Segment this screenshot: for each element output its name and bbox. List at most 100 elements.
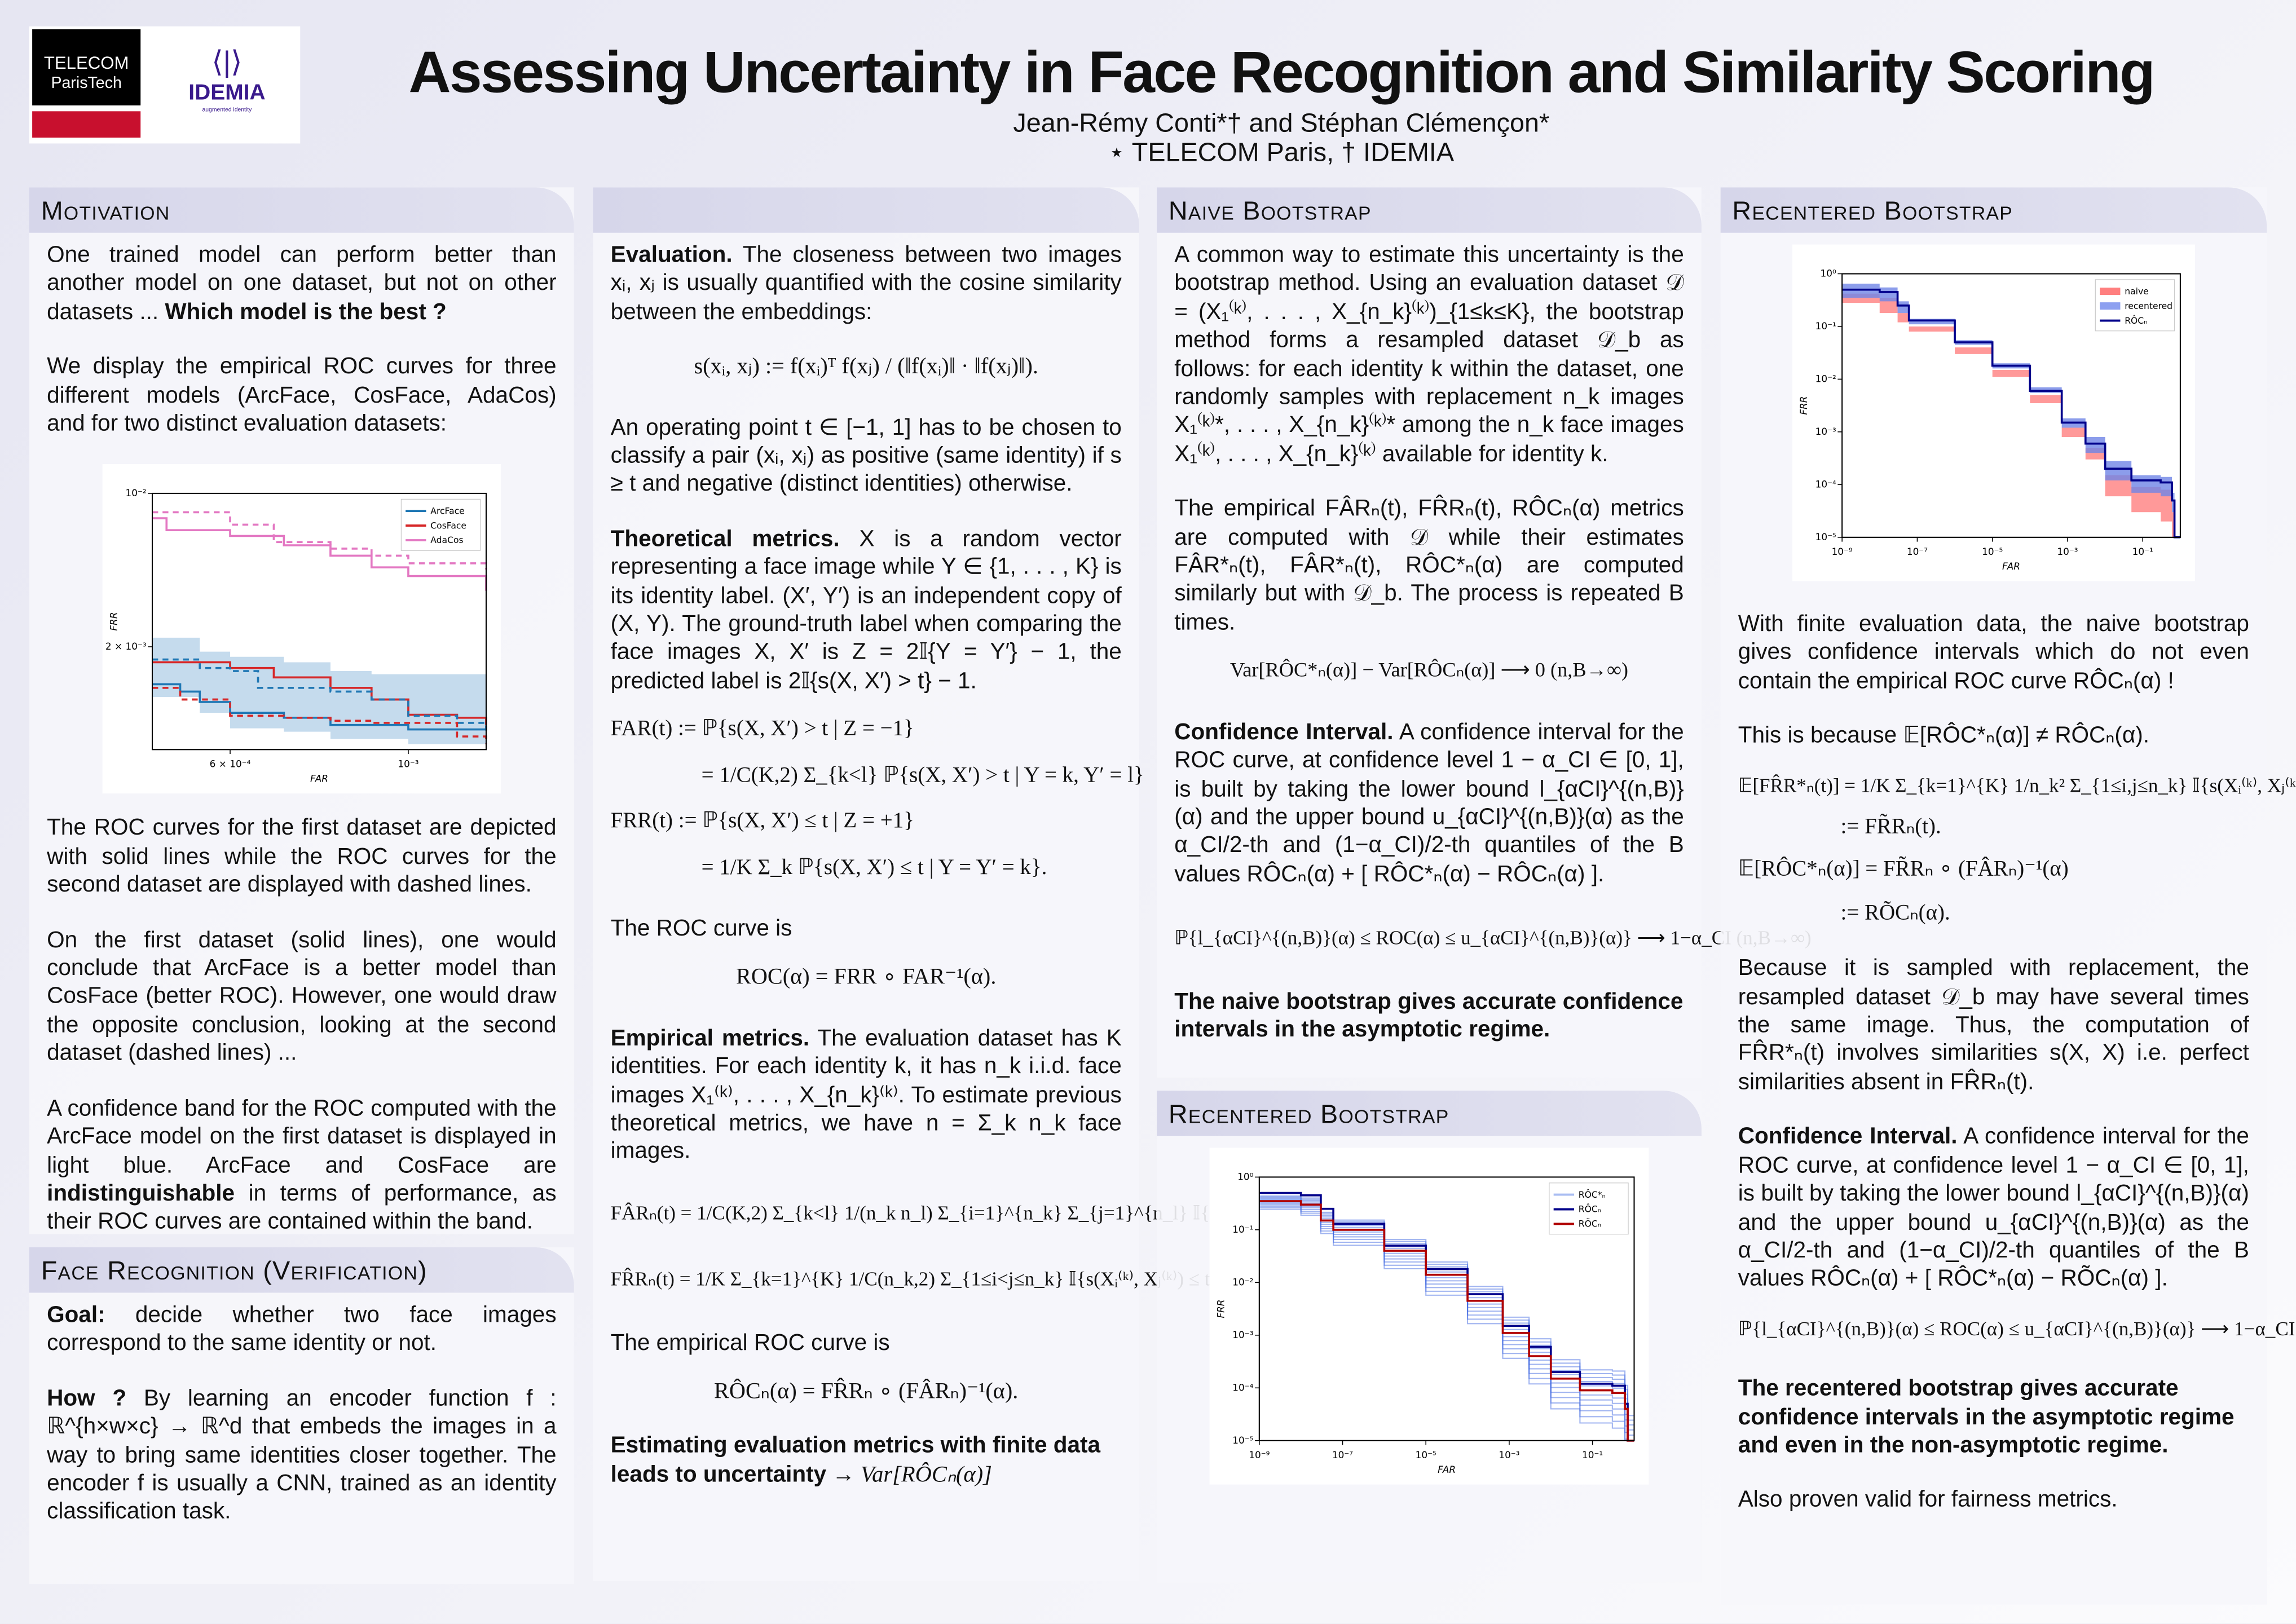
x-axis-label: FAR [310, 774, 328, 785]
section-heading: Motivation [29, 187, 574, 233]
paragraph: The ROC curve is [610, 916, 792, 942]
equation-cosine: s(xᵢ, xⱼ) := f(xᵢ)ᵀ f(xⱼ) / (‖f(xᵢ)‖ · ‖… [694, 354, 1038, 380]
legend-label: recentered [2125, 301, 2172, 311]
how-label: How ? [47, 1386, 127, 1411]
paragraph: With finite evaluation data, the naive b… [1738, 612, 2249, 694]
x-tick-label: 10⁻¹ [2132, 546, 2153, 557]
y-tick-label: 10⁰ [1237, 1171, 1253, 1182]
y-axis-label: FRR [1215, 1300, 1227, 1318]
paragraph: One trained model can perform better tha… [47, 242, 557, 325]
paragraph: X is a random vector representing a face… [610, 527, 1122, 694]
conclusion-equation: → Var[RÔCₙ(α)] [826, 1462, 992, 1488]
face-recognition-section: Face Recognition (Verification) Goal: de… [29, 1247, 574, 1585]
equation-roc: ROC(α) = FRR ∘ FAR⁻¹(α). [736, 965, 997, 990]
metrics-section: Evaluation. The closeness between two im… [593, 187, 1346, 1582]
plot-frame [1258, 1176, 1635, 1441]
legend-label: ArcFace [430, 506, 464, 517]
paragraph: A confidence interval for the ROC curve,… [1174, 720, 1684, 887]
bootstrap-roc-curve [1259, 1204, 1634, 1441]
bootstrap-roc-curve [1259, 1201, 1634, 1441]
equation-frr-expanded: = 1/K Σ_k ℙ{s(X, X′) ≤ t | Y = Y′ = k}. [701, 855, 1047, 880]
equation-variance: Var[RÔC*ₙ(α)] − Var[RÔCₙ(α)] ⟶ 0 (n,B→∞) [1229, 660, 1628, 683]
paragraph: The ROC curves for the first dataset are… [47, 816, 557, 898]
equation-roc-tilde: := RÕCₙ(α). [1840, 901, 1950, 925]
y-tick-label: 10⁻² [1232, 1277, 1253, 1288]
x-tick-label: 10⁻⁷ [1332, 1449, 1353, 1460]
y-tick-label: 10⁻⁴ [1815, 479, 1836, 490]
bold-question: Which model is the best ? [165, 299, 447, 325]
recentered-bootstrap-section: Recentered Bootstrap 10⁻⁹ 10⁻⁷ 10⁻⁵ 10⁻³ 10⁻… [1720, 187, 2296, 1605]
x-tick-label: 10⁻⁹ [1832, 546, 1853, 557]
poster-title: Assessing Uncertainty in Face Recognitio… [408, 41, 2156, 105]
paragraph: The evaluation dataset has K identities.… [610, 1026, 1122, 1164]
x-tick-label: 10⁻³ [1499, 1449, 1519, 1460]
equation-frr-empirical: FR̂Rₙ(t) = 1/K Σ_{k=1}^{K} 1/C(n_k,2) Σ_… [610, 1268, 1225, 1290]
y-tick-label: 10⁻⁴ [1232, 1382, 1253, 1393]
x-axis-label: FAR [2002, 561, 2020, 572]
x-tick-label: 10⁻³ [398, 759, 418, 770]
final-note: Also proven valid for fairness metrics. [1738, 1488, 2118, 1513]
paragraph: By learning an encoder function f : ℝ^{h… [47, 1386, 557, 1525]
theoretical-label: Theoretical metrics. [610, 527, 840, 552]
section-heading: Naive Bootstrap [1157, 187, 1702, 233]
legend-label: RÔCₙ [2125, 315, 2147, 326]
y-tick-label: 2 × 10⁻³ [105, 641, 147, 652]
series-r-c- [1842, 288, 2180, 539]
series-arcface [152, 683, 486, 731]
paragraph: We display the empirical ROC curves for … [47, 354, 557, 436]
author-names: Jean-Rémy Conti*† and Stéphan Clémençon* [1013, 108, 1550, 138]
bootstrap-roc-curve [1259, 1206, 1634, 1441]
x-axis-label: FAR [1438, 1464, 1456, 1475]
affiliations: ⋆ TELECOM Paris, † IDEMIA [1108, 138, 1455, 167]
y-tick-label: 10⁻¹ [1815, 320, 1836, 332]
logos: TELECOM ParisTech ⟨|⟩ IDEMIA augmented iden… [29, 26, 301, 144]
paragraph: A confidence interval for the ROC curve,… [1738, 1124, 2249, 1292]
goal-label: Goal: [47, 1303, 105, 1328]
empirical-label: Empirical metrics. [610, 1026, 810, 1051]
x-tick-label: 10⁻⁵ [1416, 1449, 1436, 1460]
equation-far: FAR(t) := ℙ{s(X, X′) > t | Z = −1} [610, 717, 914, 742]
paragraph: An operating point t ∈ [−1, 1] has to be… [610, 415, 1122, 497]
equation-far-expanded: = 1/C(K,2) Σ_{k<l} ℙ{s(X, X′) > t | Y = … [701, 764, 1144, 787]
paragraph: The empirical FÂRₙ(t), FR̂Rₙ(t), RÔCₙ(α)… [1174, 496, 1684, 636]
plot-frame [151, 493, 487, 751]
y-tick-label: 10⁻⁵ [1232, 1435, 1253, 1446]
paragraph: A common way to estimate this uncertaint… [1174, 242, 1684, 467]
section-heading: Recentered Bootstrap [1157, 1091, 1702, 1136]
bootstrap-roc-curve [1259, 1207, 1634, 1441]
equation-frr: FRR(t) := ℙ{s(X, X′) ≤ t | Z = +1} [610, 809, 914, 833]
equation-frr-tilde: := FR̃Rₙ(t). [1840, 815, 1941, 839]
equation-ci: ℙ{l_{αCI}^{(n,B)}(α) ≤ ROC(α) ≤ u_{αCI}^… [1174, 926, 1812, 949]
paragraph: Because it is sampled with replacement, … [1738, 956, 2249, 1095]
equation-far-empirical: FÂRₙ(t) = 1/C(K,2) Σ_{k<l} 1/(n_k n_l) Σ… [610, 1201, 1346, 1224]
paragraph: A confidence band for the ROC computed w… [47, 1096, 557, 1178]
y-tick-label: 10⁻³ [1815, 426, 1836, 437]
plot-frame [1841, 273, 2181, 538]
paragraph-end: in terms of performance, as their ROC cu… [47, 1181, 557, 1235]
roc-comparison-figure: 6 × 10⁻⁴ 10⁻³ 10⁻² 2 × 10⁻³ FAR FRR ArcFace Cos… [102, 465, 501, 795]
ci-label: Confidence Interval. [1738, 1124, 1958, 1150]
logo-telecom-text: TELECOM [43, 52, 129, 73]
bootstrap-roc-curve [1259, 1208, 1634, 1441]
y-tick-label: 10⁻² [1815, 373, 1836, 385]
paragraph: decide whether two face images correspon… [47, 1303, 557, 1357]
series-adacos [152, 518, 487, 592]
y-tick-label: 10⁻² [126, 488, 147, 499]
x-tick-label: 10⁻⁵ [1982, 546, 2003, 557]
y-tick-label: 10⁻¹ [1232, 1224, 1253, 1235]
telecom-paristech-logo: TELECOM ParisTech [32, 29, 141, 105]
bootstrap-curves-figure: 10⁻⁹ 10⁻⁷ 10⁻⁵ 10⁻³ 10⁻¹ 10⁰ 10⁻¹ 10⁻² 10⁻³ 10⁻⁴ 1… [1209, 1148, 1649, 1485]
equation-roc-empirical: RÔCₙ(α) = FR̂Rₙ ∘ (FÂRₙ)⁻¹(α). [714, 1379, 1019, 1404]
y-axis-label: FRR [1798, 396, 1809, 415]
paragraph: The closeness between two images xᵢ, xⱼ … [610, 242, 1122, 325]
equation-ci: ℙ{l_{αCI}^{(n,B)}(α) ≤ ROC(α) ≤ u_{αCI}^… [1738, 1317, 2296, 1339]
naive-vs-recentered-figure: 10⁻⁹ 10⁻⁷ 10⁻⁵ 10⁻³ 10⁻¹ 10⁰ 10⁻¹ 10⁻² 10⁻³ 10⁻⁴ 1… [1792, 244, 2195, 581]
section-heading-blank [593, 187, 1139, 233]
equation-expected-roc: 𝔼[RÔC*ₙ(α)] = FR̃Rₙ ∘ (FÂRₙ)⁻¹(α) [1738, 858, 2069, 882]
series-cosface-dataset-2- [152, 687, 487, 745]
x-tick-label: 10⁻⁷ [1907, 546, 1928, 557]
x-tick-label: 10⁻³ [2057, 546, 2078, 557]
paragraph: This is because 𝔼[RÔC*ₙ(α)] ≠ RÔCₙ(α). [1738, 723, 2150, 749]
conclusion-bold: The naive bootstrap gives accurate confi… [1174, 988, 1684, 1043]
